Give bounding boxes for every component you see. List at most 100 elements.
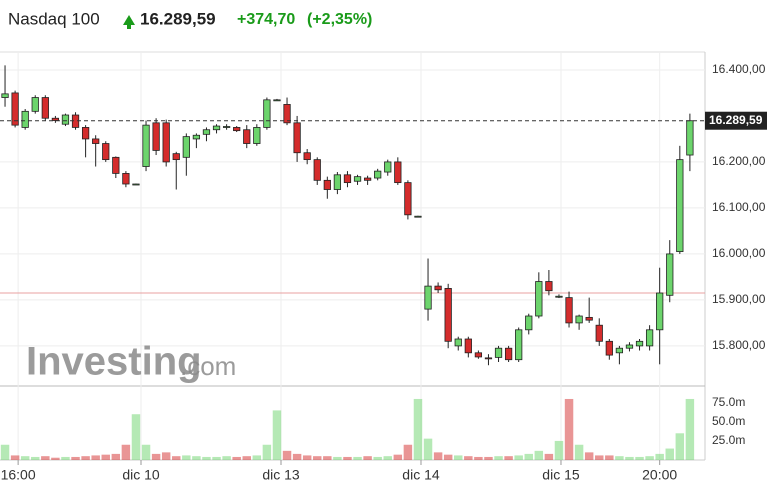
candle-body [313,159,321,181]
candle-body [666,253,674,296]
volume-bar [232,456,241,460]
y-tick-label: 15.800,00 [712,338,766,352]
volume-bar [81,456,90,460]
change-pct: (+2,35%) [307,11,372,28]
candle-body [41,97,49,119]
x-tick-label: 20:00 [642,467,677,483]
volume-bar [625,456,634,460]
volume-bar [443,454,453,460]
volume-bar [0,444,10,460]
volume-bar [252,455,262,460]
x-tick-label: dic 10 [122,467,160,483]
candle-body [202,129,211,135]
candle-body [122,173,130,185]
candle-body [323,179,331,190]
volume-bar [51,457,60,460]
y-tick-label: 16.100,00 [712,200,766,214]
volume-bar [323,456,332,460]
watermark: Investing .com [26,340,236,384]
candle-body [81,127,90,140]
candle-body [384,161,392,173]
volume-bar [61,456,70,460]
volume-bar [192,456,201,460]
volume-tick-label: 75.0m [712,395,745,409]
volume-bar [655,453,664,460]
candle-body [273,99,281,102]
volume-bar [41,456,50,460]
candle-body [464,338,472,354]
y-tick-label: 16.200,00 [712,154,766,168]
candle-body [404,182,412,216]
volume-bar [262,444,272,460]
y-tick-label: 15.900,00 [712,292,766,306]
candle-body [474,352,483,358]
volume-bar [343,456,352,460]
volume-bar [182,455,191,460]
candle-body [555,295,563,298]
candle-body [61,114,70,125]
volume-bar [71,456,80,460]
candle-body [102,143,110,161]
candle-body [625,344,634,349]
x-tick-label: dic 13 [262,467,300,483]
volume-bar [272,410,282,460]
candle-body [172,153,180,161]
volume-bar [111,453,121,460]
price: 16.289,59 [140,9,216,28]
volume-bar [514,455,523,460]
candle-body [253,127,261,144]
volume-bar [433,452,443,460]
last-price-label: 16.289,59 [709,113,763,127]
volume-bar [554,440,564,460]
candle-body [212,125,221,131]
last-price-box [705,111,767,130]
candle-body [515,329,523,361]
candle-body [676,159,684,253]
volume-bar [524,453,533,460]
candle-body [454,338,462,347]
volume-bar [544,453,554,460]
volume-bar [615,456,624,460]
candle-body [545,281,553,292]
candle-body [504,347,513,361]
up-arrow [123,15,135,29]
candle-body [132,183,140,186]
candle-body [182,136,190,158]
candle-body [414,215,422,218]
volume-bar [302,455,312,460]
candle-body [162,122,170,163]
candle-body [192,134,201,140]
volume-bar [91,455,100,460]
volume-bar [645,456,654,460]
x-tick-label: 16:00 [1,467,36,483]
candle-body [494,347,503,358]
volume-bar [574,444,584,460]
candle-body [353,176,362,182]
volume-bar [474,456,483,460]
volume-bar [10,455,20,460]
volume-bar [131,414,141,460]
volume-bar [635,456,644,460]
candle-body [222,126,231,128]
candle-body [11,92,19,126]
candle-body [565,297,573,324]
volume-bar [172,456,181,460]
candle-body [363,177,372,181]
volume-bar [242,456,251,460]
volume-bar [564,398,574,460]
candle-body [21,110,29,128]
volume-bar [494,456,503,460]
candle-body [635,340,644,347]
volume-bar [685,398,695,460]
volume-bar [413,398,423,460]
volume-bar [423,438,433,460]
candle-body [374,170,382,179]
volume-bar [161,452,171,460]
volume-bar [595,455,604,460]
volume-bar [141,444,151,460]
volume-bar [222,456,231,460]
volume-bar [121,444,131,460]
candle-body [31,97,39,112]
